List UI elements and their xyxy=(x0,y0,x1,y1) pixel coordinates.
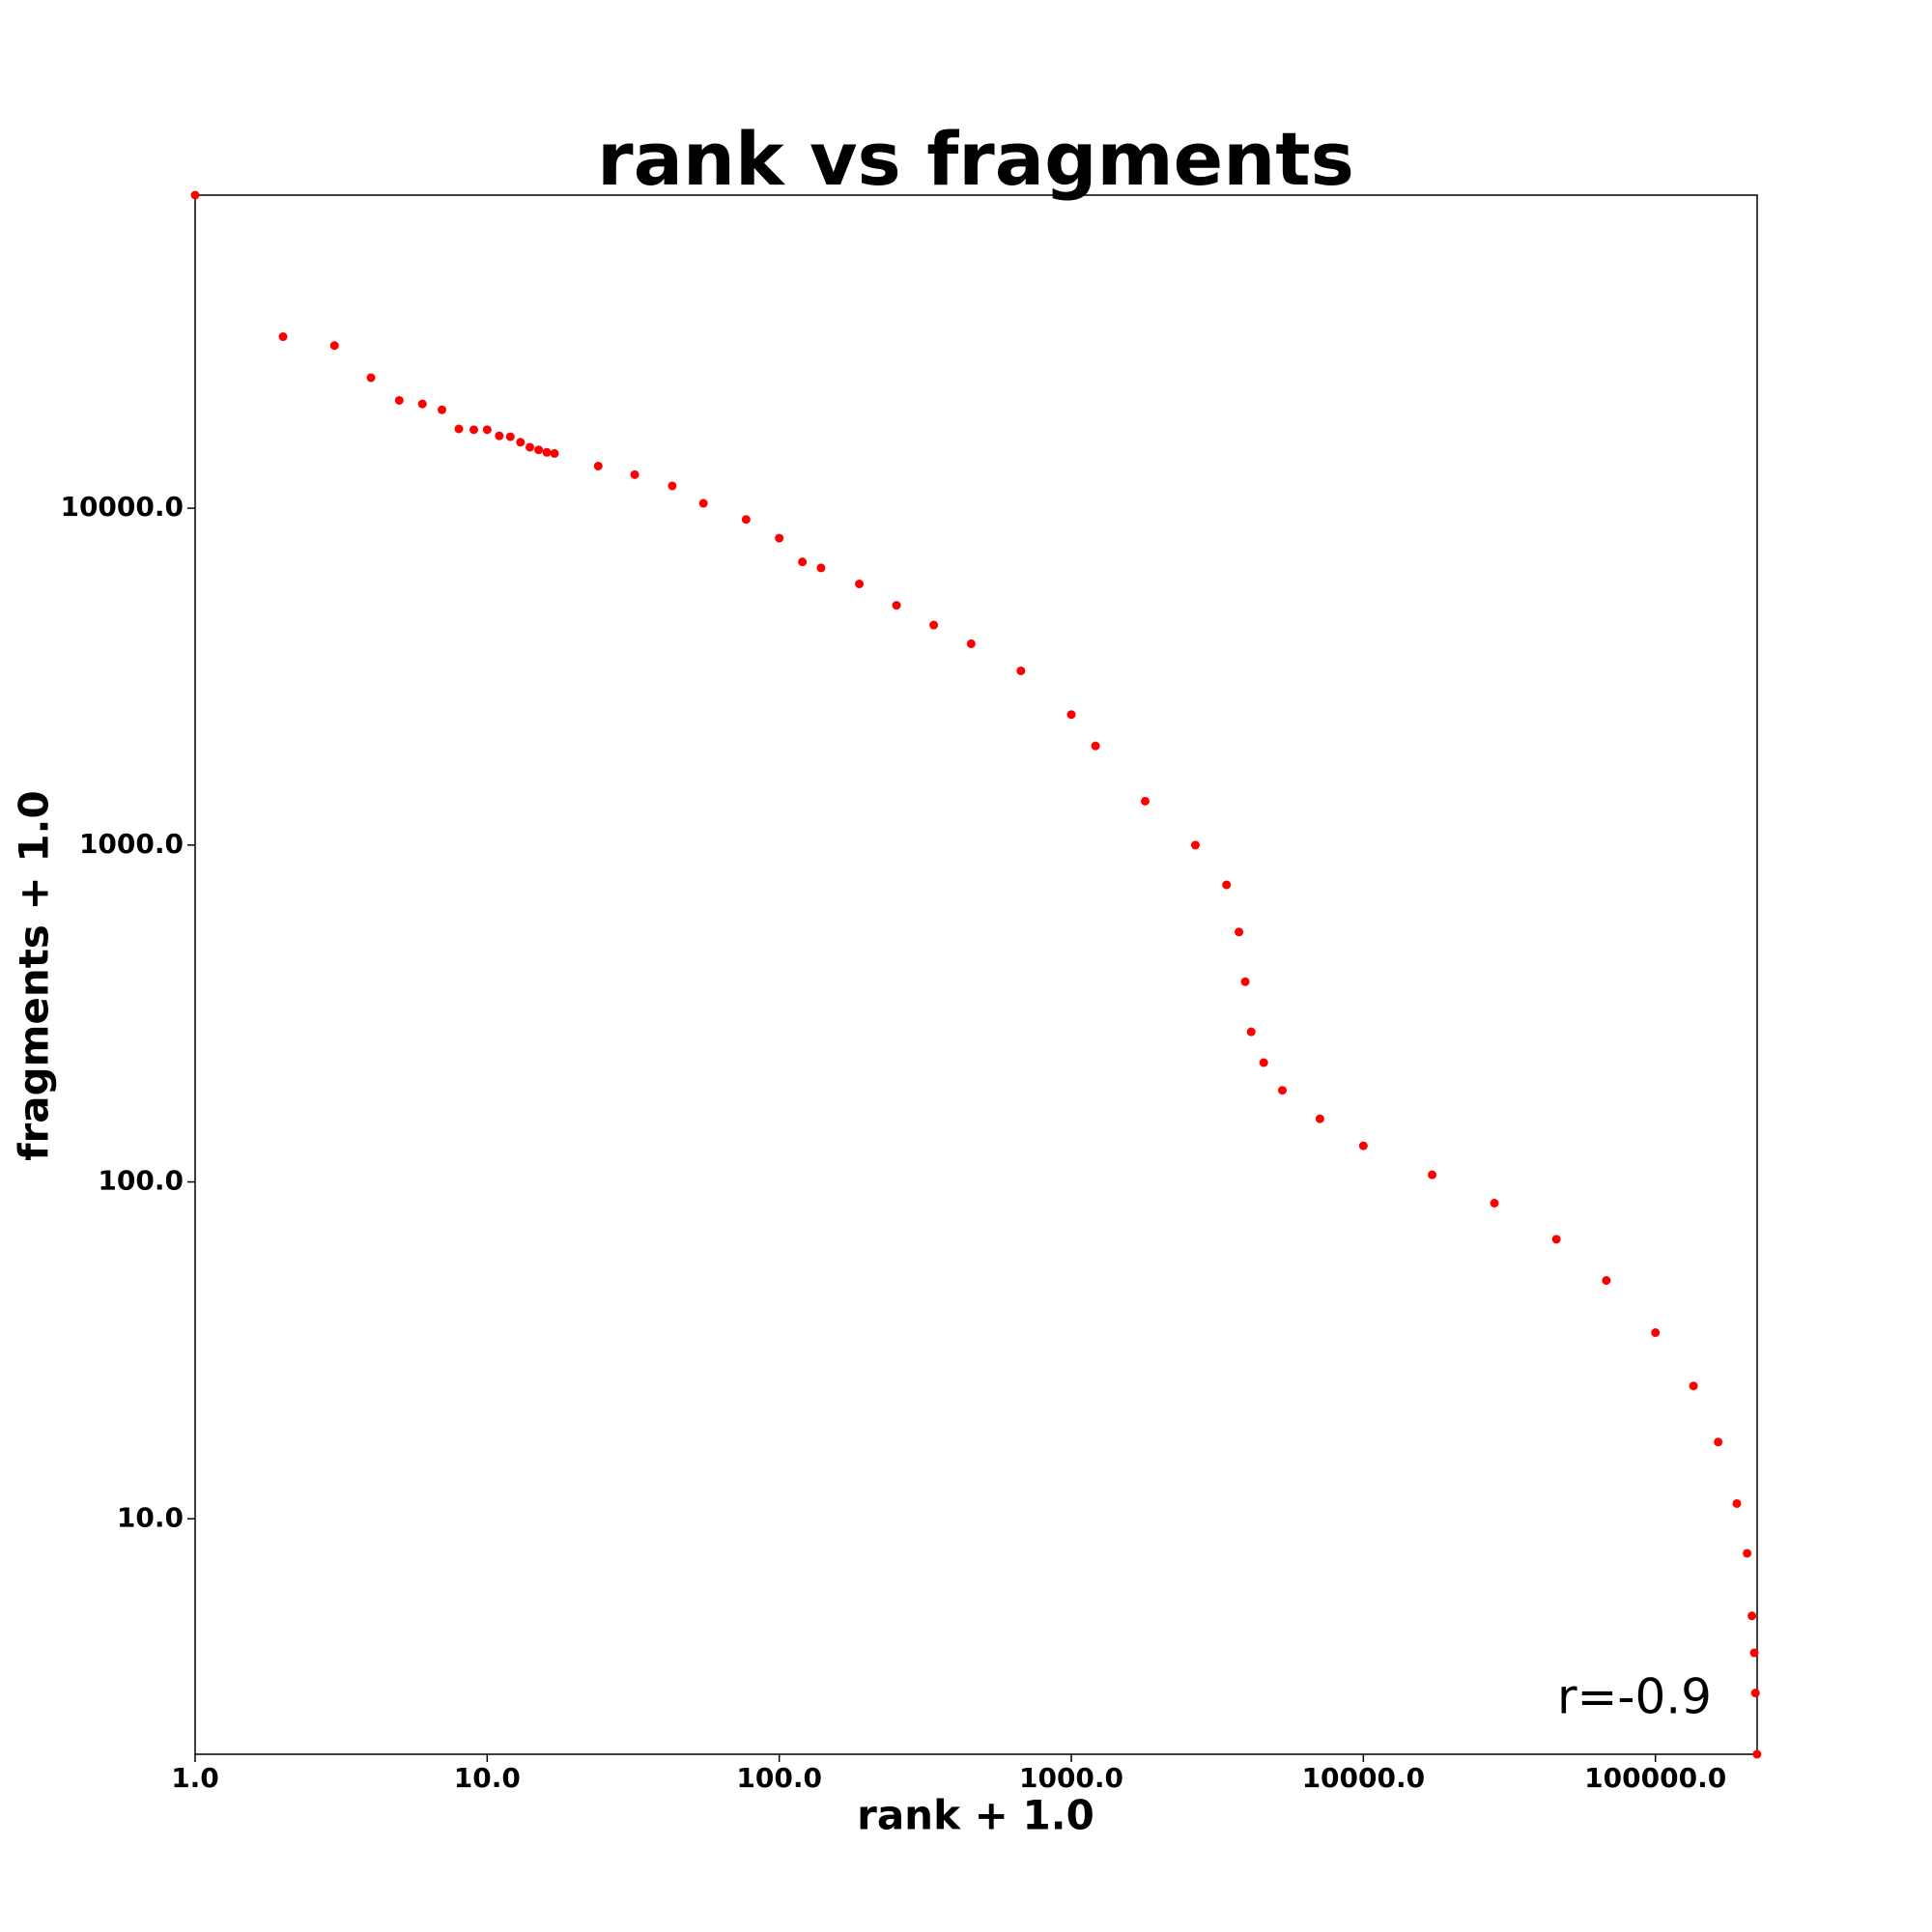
data-point xyxy=(482,425,492,435)
data-point xyxy=(526,442,535,452)
data-point xyxy=(1259,1058,1268,1067)
data-point xyxy=(1190,840,1200,850)
data-point xyxy=(417,399,427,409)
data-point xyxy=(1743,1548,1752,1558)
data-point xyxy=(1747,1611,1757,1621)
data-point xyxy=(741,515,751,525)
plot-frame xyxy=(194,194,1758,1755)
y-tick-label: 1000.0 xyxy=(79,828,184,860)
data-point xyxy=(1752,1749,1762,1759)
data-point xyxy=(1732,1498,1742,1508)
data-point xyxy=(495,431,504,440)
data-point xyxy=(966,639,976,648)
data-point xyxy=(366,373,376,383)
data-point xyxy=(798,557,808,567)
data-point xyxy=(469,425,479,435)
y-tick-label: 100.0 xyxy=(98,1165,184,1197)
data-point xyxy=(329,341,339,351)
data-point xyxy=(1091,741,1100,751)
annotation: r=-0.9 xyxy=(1557,1669,1712,1725)
data-point xyxy=(1714,1437,1723,1447)
data-point xyxy=(593,461,603,470)
data-point xyxy=(1016,666,1026,675)
data-point xyxy=(1689,1381,1698,1391)
data-point xyxy=(816,563,826,573)
x-tick-label: 10000.0 xyxy=(1302,1762,1426,1794)
data-point xyxy=(1246,1027,1256,1037)
data-point xyxy=(1428,1170,1437,1179)
data-point xyxy=(1358,1141,1368,1151)
data-point xyxy=(1750,1689,1760,1698)
data-point xyxy=(454,424,464,434)
data-point xyxy=(1222,880,1232,890)
data-point xyxy=(190,190,200,200)
data-point xyxy=(550,448,559,458)
x-tick-label: 100.0 xyxy=(736,1762,822,1794)
data-point xyxy=(1490,1199,1499,1208)
data-point xyxy=(929,620,939,630)
x-tick-label: 10.0 xyxy=(454,1762,521,1794)
data-point xyxy=(668,481,677,491)
data-point xyxy=(630,469,639,479)
data-point xyxy=(1140,796,1150,806)
chart-title: rank vs fragments xyxy=(597,116,1354,202)
data-point xyxy=(278,332,288,342)
data-point xyxy=(394,395,404,405)
data-point xyxy=(542,447,552,457)
data-point xyxy=(1066,710,1076,720)
x-tick-label: 1.0 xyxy=(171,1762,219,1794)
y-axis-label: fragments + 1.0 xyxy=(11,790,58,1160)
data-point xyxy=(1651,1328,1661,1338)
data-point xyxy=(516,438,526,447)
x-tick-label: 100000.0 xyxy=(1584,1762,1726,1794)
data-point xyxy=(1277,1086,1287,1095)
data-point xyxy=(698,498,708,508)
data-point xyxy=(1551,1235,1561,1244)
data-point xyxy=(438,405,447,414)
data-point xyxy=(505,432,515,441)
data-point xyxy=(1240,977,1250,986)
data-point xyxy=(534,445,544,455)
data-point xyxy=(1749,1648,1759,1658)
data-point xyxy=(1315,1114,1324,1123)
x-tick-label: 1000.0 xyxy=(1019,1762,1123,1794)
data-point xyxy=(1602,1276,1611,1286)
data-point xyxy=(855,579,865,588)
y-tick-label: 10.0 xyxy=(117,1501,184,1533)
data-point xyxy=(775,533,784,543)
data-point xyxy=(892,601,901,611)
data-point xyxy=(1235,927,1244,937)
x-axis-label: rank + 1.0 xyxy=(857,1792,1094,1839)
y-tick-label: 10000.0 xyxy=(60,491,184,523)
